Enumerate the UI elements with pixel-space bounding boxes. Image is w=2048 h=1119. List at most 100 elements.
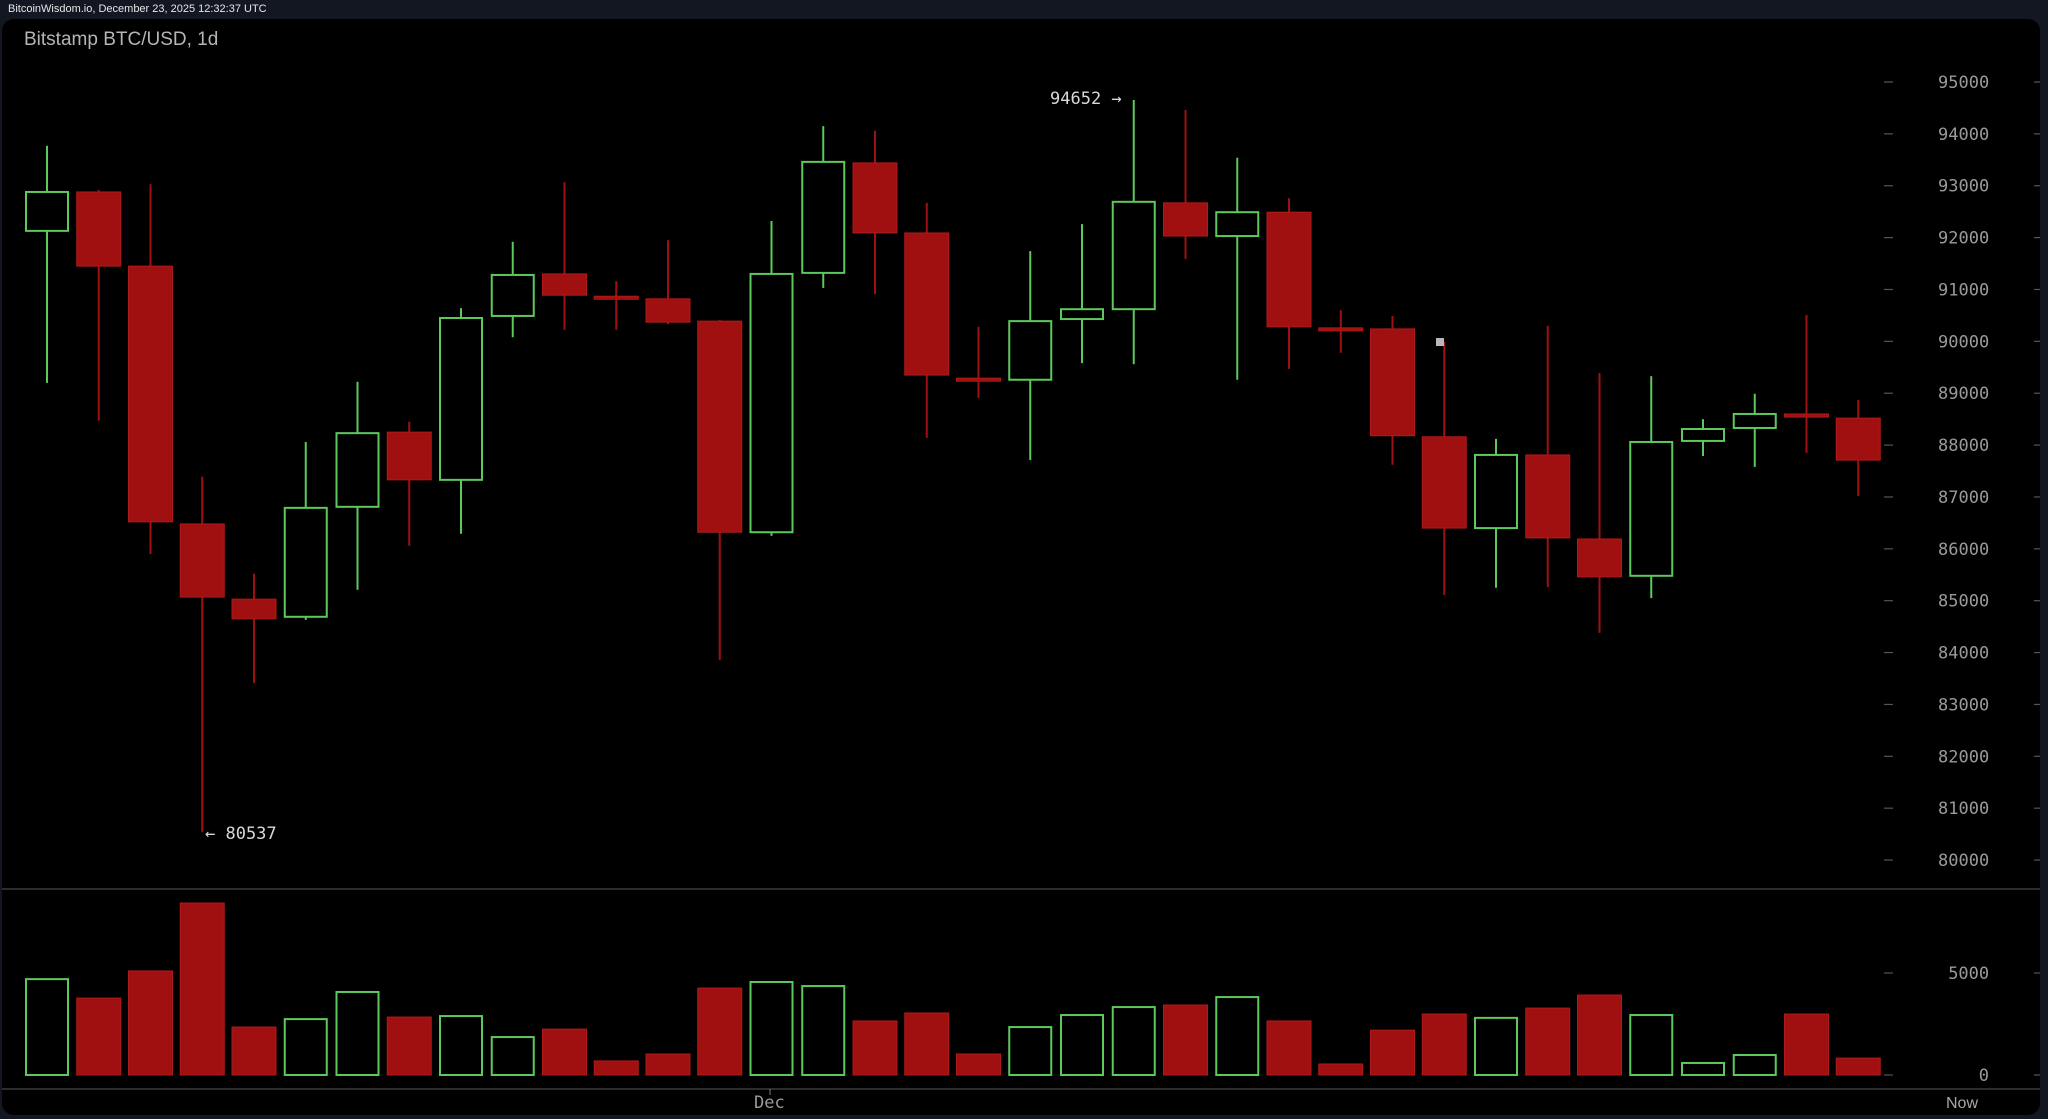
volume-bar bbox=[179, 902, 225, 1076]
candle[interactable] bbox=[956, 326, 1001, 398]
volume-bar bbox=[1732, 1054, 1777, 1077]
candle[interactable] bbox=[76, 189, 122, 421]
candle[interactable] bbox=[386, 421, 432, 546]
volume-bar bbox=[697, 987, 743, 1076]
y-tick-label: 93000 bbox=[1938, 177, 1989, 197]
volume-bar bbox=[852, 1020, 898, 1076]
candle[interactable] bbox=[439, 308, 483, 534]
volume-bar bbox=[1784, 1013, 1829, 1076]
y-tick-label: 90000 bbox=[1938, 332, 1989, 352]
y-tick-label: 83000 bbox=[1938, 695, 1989, 715]
volume-bar bbox=[439, 1015, 483, 1077]
y-tick-label: 80000 bbox=[1938, 851, 1989, 871]
volume-tick-label: 0 bbox=[1979, 1066, 1989, 1086]
period-low-label: ← 80537 bbox=[205, 824, 277, 844]
volume-bar bbox=[1681, 1061, 1725, 1076]
volume-bar bbox=[1474, 1016, 1518, 1077]
volume-bar bbox=[1525, 1007, 1571, 1076]
chart-title: Bitstamp BTC/USD, 1d bbox=[24, 29, 219, 50]
volume-bar bbox=[542, 1028, 587, 1076]
volume-bar bbox=[1215, 996, 1260, 1077]
candle[interactable] bbox=[128, 184, 173, 555]
source-timestamp: BitcoinWisdom.io, December 23, 2025 12:3… bbox=[8, 3, 267, 15]
y-tick-label: 88000 bbox=[1938, 436, 1989, 456]
volume-bar bbox=[645, 1053, 691, 1076]
x-tick-dec: Dec bbox=[754, 1093, 785, 1113]
candle[interactable] bbox=[801, 126, 846, 288]
volume-bar bbox=[1370, 1029, 1415, 1076]
candle[interactable] bbox=[1318, 310, 1364, 353]
candlestick-chart[interactable]: 80000 81000 82000 83000 84000 85000 86000 87000… bbox=[2, 19, 2040, 1115]
candle[interactable] bbox=[749, 221, 794, 536]
volume-bar bbox=[1577, 994, 1622, 1076]
candle[interactable] bbox=[852, 130, 898, 295]
y-tick-label: 92000 bbox=[1938, 229, 1989, 249]
selection-marker bbox=[1436, 338, 1444, 346]
y-tick-label: 94000 bbox=[1938, 125, 1989, 145]
candle[interactable] bbox=[1163, 110, 1208, 259]
candle[interactable] bbox=[283, 441, 328, 620]
candle[interactable] bbox=[697, 320, 743, 660]
volume-bar bbox=[1163, 1004, 1208, 1076]
volume-bar bbox=[386, 1016, 432, 1076]
candle[interactable] bbox=[1577, 372, 1622, 633]
candle[interactable] bbox=[490, 241, 535, 338]
candle[interactable] bbox=[645, 240, 691, 325]
volume-bar bbox=[335, 990, 380, 1076]
candle[interactable] bbox=[1732, 393, 1777, 467]
volume-bars-layer bbox=[25, 902, 1881, 1077]
y-tick-label: 87000 bbox=[1938, 488, 1989, 508]
volume-bar bbox=[749, 980, 794, 1077]
candle[interactable] bbox=[1215, 157, 1260, 380]
candle[interactable] bbox=[1266, 198, 1312, 369]
candle[interactable] bbox=[179, 476, 225, 833]
volume-bar bbox=[1111, 1006, 1156, 1076]
candle[interactable] bbox=[593, 281, 639, 330]
volume-bar bbox=[1629, 1014, 1674, 1076]
x-axis: Dec Now bbox=[754, 1089, 1978, 1113]
y-tick-label: 86000 bbox=[1938, 540, 1989, 560]
candle[interactable] bbox=[231, 573, 277, 684]
candle[interactable] bbox=[1681, 419, 1725, 456]
candle[interactable] bbox=[1629, 376, 1674, 599]
candles-layer bbox=[25, 100, 1881, 833]
candle[interactable] bbox=[904, 202, 950, 438]
volume-bar bbox=[1835, 1057, 1881, 1076]
x-tick-now: Now bbox=[1946, 1095, 1978, 1112]
volume-tick-label: 5000 bbox=[1948, 964, 1989, 984]
price-axis: 80000 81000 82000 83000 84000 85000 86000 87000… bbox=[1884, 73, 2040, 871]
volume-bar bbox=[1060, 1014, 1104, 1076]
y-tick-label: 85000 bbox=[1938, 592, 1989, 612]
candle[interactable] bbox=[1008, 251, 1053, 461]
candle[interactable] bbox=[1835, 399, 1881, 496]
volume-bar bbox=[593, 1060, 639, 1076]
volume-bar bbox=[25, 978, 69, 1076]
volume-bar bbox=[956, 1053, 1001, 1076]
y-tick-label: 81000 bbox=[1938, 799, 1989, 819]
candle[interactable] bbox=[1474, 438, 1518, 588]
top-bar: BitcoinWisdom.io, December 23, 2025 12:3… bbox=[0, 0, 2048, 19]
candle[interactable] bbox=[1370, 315, 1415, 465]
candle[interactable] bbox=[542, 182, 587, 330]
y-tick-label: 84000 bbox=[1938, 644, 1989, 664]
volume-axis: 0 5000 bbox=[1884, 964, 2040, 1086]
volume-bar bbox=[1421, 1013, 1467, 1076]
volume-bar bbox=[904, 1012, 950, 1076]
y-tick-label: 82000 bbox=[1938, 747, 1989, 767]
y-tick-label: 91000 bbox=[1938, 280, 1989, 300]
candle[interactable] bbox=[1421, 341, 1467, 595]
chart-panel: 80000 81000 82000 83000 84000 85000 86000 87000… bbox=[2, 19, 2040, 1115]
volume-bar bbox=[1266, 1020, 1312, 1076]
volume-bar bbox=[231, 1026, 277, 1076]
candle[interactable] bbox=[1111, 100, 1156, 365]
candle[interactable] bbox=[25, 145, 69, 383]
volume-bar bbox=[1008, 1026, 1053, 1077]
candle[interactable] bbox=[1525, 325, 1571, 588]
volume-bar bbox=[128, 970, 173, 1076]
candle[interactable] bbox=[1060, 224, 1104, 364]
period-high-label: 94652 → bbox=[1050, 89, 1122, 109]
volume-bar bbox=[76, 997, 122, 1076]
volume-bar bbox=[490, 1036, 535, 1077]
candle[interactable] bbox=[1784, 314, 1829, 453]
candle[interactable] bbox=[335, 381, 380, 590]
